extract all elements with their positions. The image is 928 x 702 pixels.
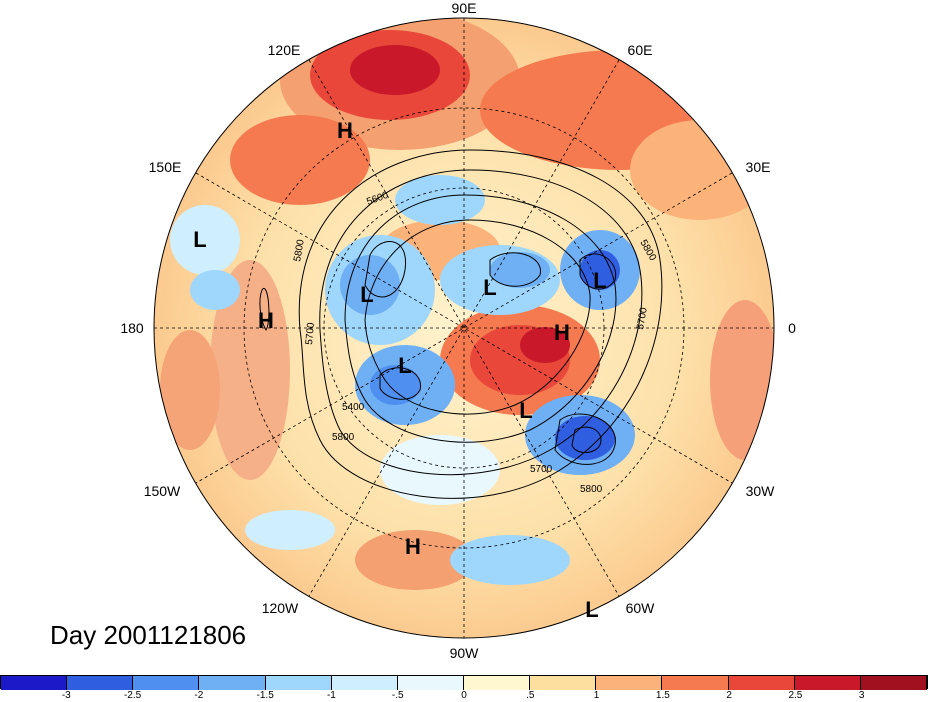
- contour-label: 5700: [530, 464, 553, 475]
- lon-label-180: 180: [120, 320, 144, 336]
- colorbar-segment: [265, 676, 332, 690]
- colorbar-segment: [397, 676, 464, 690]
- contour-label: 5700: [304, 322, 317, 346]
- colorbar-labels: -3 -2.5 -2 -1.5 -1 -.5 0 .5 1 1.5 2 2.5 3: [0, 690, 928, 702]
- colorbar-segment: [1, 676, 68, 690]
- lon-label-150w: 150W: [144, 483, 181, 499]
- colorbar-segment: [728, 676, 795, 690]
- colorbar-tick-label: -2.5: [123, 690, 142, 701]
- colorbar-segment: [530, 676, 597, 690]
- colorbar-tick-label: -1.5: [256, 690, 274, 701]
- lon-label-120e: 120E: [268, 42, 301, 58]
- lon-label-60w: 60W: [626, 600, 656, 616]
- colorbar-segment: [199, 676, 266, 690]
- low-center: L: [398, 353, 411, 378]
- lon-label-0: 0: [788, 320, 796, 336]
- colorbar-segment: [331, 676, 398, 690]
- graticule: [154, 18, 774, 638]
- colorbar-segment: [860, 676, 927, 690]
- contour-label: 5400: [342, 402, 365, 413]
- high-center: H: [405, 534, 421, 559]
- contour-label: 5800: [580, 484, 603, 495]
- colorbar-tick-label: 2: [726, 690, 732, 701]
- colorbar-tick-label: 1: [593, 690, 600, 701]
- colorbar-segment: [67, 676, 134, 690]
- colorbar-tick-label: 0: [461, 690, 467, 701]
- colorbar-tick-label: -1: [326, 690, 336, 701]
- contour-label: 5800: [292, 238, 307, 262]
- map-boundary: [153, 17, 775, 639]
- polar-map: 90E 120E 60E 150E 30E 180 0 150W 30W 120…: [120, 0, 796, 661]
- colorbar-segment: [133, 676, 200, 690]
- colorbar-tick-label: 1.5: [655, 690, 670, 701]
- colorbar-tick-label: -2: [194, 690, 204, 701]
- low-center: L: [360, 282, 373, 307]
- contour-label: 5800: [332, 432, 355, 443]
- colorbar-tick-label: -.5: [391, 690, 404, 701]
- lon-label-30w: 30W: [746, 483, 776, 499]
- colorbar-segment: [794, 676, 861, 690]
- low-center: L: [593, 268, 606, 293]
- low-center: L: [519, 398, 532, 423]
- height-contours: [259, 149, 663, 499]
- colorbar-segment: [596, 676, 663, 690]
- colorbar-segment: [662, 676, 729, 690]
- colorbar: [0, 675, 928, 690]
- high-center: H: [258, 308, 274, 333]
- low-center: L: [483, 275, 496, 300]
- plot-title: Day 2001121806: [50, 620, 247, 650]
- colorbar-tick-label: 3: [858, 690, 865, 701]
- contour-label: 5700: [635, 306, 650, 330]
- lon-label-150e: 150E: [149, 159, 182, 175]
- colorbar-tick-label: -3: [61, 690, 71, 701]
- low-center: L: [193, 227, 206, 252]
- lon-label-120w: 120W: [262, 600, 299, 616]
- colorbar-tick-label: 2.5: [788, 690, 803, 701]
- colorbar-segment: [463, 676, 531, 690]
- lon-label-60e: 60E: [628, 42, 653, 58]
- low-center: L: [585, 597, 598, 622]
- colorbar-tick-label: .5: [526, 690, 535, 701]
- high-center: H: [337, 118, 353, 143]
- lon-label-90e: 90E: [452, 0, 477, 16]
- high-center: H: [554, 320, 570, 345]
- lon-label-30e: 30E: [746, 159, 771, 175]
- lon-label-90w: 90W: [450, 645, 480, 661]
